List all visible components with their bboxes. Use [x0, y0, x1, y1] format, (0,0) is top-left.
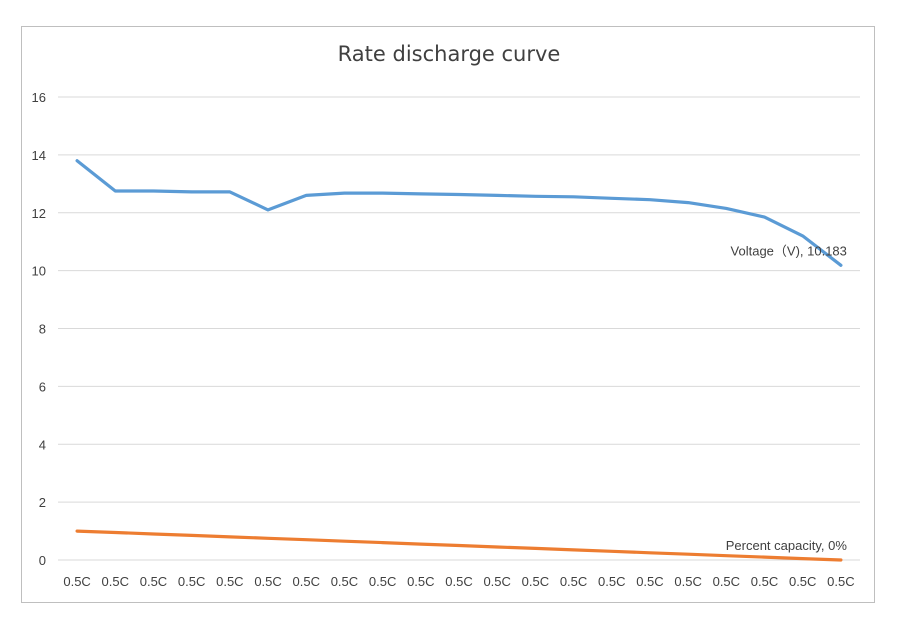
- x-axis-ticks: 0.5C 0.5C 0.5C 0.5C 0.5C 0.5C 0.5C 0.5C 0.5C 0.5C…: [63, 574, 854, 589]
- x-tick-label: 0.5C: [407, 574, 434, 589]
- series-line-percent-capacity: [75, 529, 843, 562]
- series-lines: [75, 159, 843, 562]
- y-tick-label: 4: [39, 437, 46, 452]
- x-tick-label: 0.5C: [560, 574, 587, 589]
- y-tick-label: 2: [39, 495, 46, 510]
- x-tick-label: 0.5C: [751, 574, 778, 589]
- x-tick-label: 0.5C: [674, 574, 701, 589]
- y-axis-ticks: 0 2 4 6 8 10 12 14 16: [32, 90, 46, 568]
- x-tick-label: 0.5C: [598, 574, 625, 589]
- x-tick-label: 0.5C: [63, 574, 90, 589]
- gridlines: [58, 96, 860, 561]
- data-labels: Voltage（V), 10.183 Percent capacity, 0%: [726, 243, 848, 553]
- y-tick-label: 10: [32, 264, 46, 279]
- x-tick-label: 0.5C: [445, 574, 472, 589]
- data-label-percent-capacity: Percent capacity, 0%: [726, 538, 848, 553]
- x-tick-label: 0.5C: [140, 574, 167, 589]
- x-tick-label: 0.5C: [102, 574, 129, 589]
- y-tick-label: 0: [39, 553, 46, 568]
- x-tick-label: 0.5C: [369, 574, 396, 589]
- x-tick-label: 0.5C: [522, 574, 549, 589]
- x-tick-label: 0.5C: [483, 574, 510, 589]
- x-tick-label: 0.5C: [216, 574, 243, 589]
- x-tick-label: 0.5C: [827, 574, 854, 589]
- chart-area: Rate discharge curve 0 2 4 6 8 10 12 14 16 0.5C 0…: [21, 26, 875, 603]
- series-line-voltage: [75, 159, 843, 267]
- x-tick-label: 0.5C: [331, 574, 358, 589]
- x-tick-label: 0.5C: [636, 574, 663, 589]
- y-tick-label: 12: [32, 206, 46, 221]
- x-tick-label: 0.5C: [713, 574, 740, 589]
- x-tick-label: 0.5C: [254, 574, 281, 589]
- chart-title: Rate discharge curve: [338, 42, 561, 66]
- y-tick-label: 16: [32, 90, 46, 105]
- x-tick-label: 0.5C: [293, 574, 320, 589]
- x-tick-label: 0.5C: [789, 574, 816, 589]
- y-tick-label: 14: [32, 148, 46, 163]
- y-tick-label: 8: [39, 322, 46, 337]
- y-tick-label: 6: [39, 379, 46, 394]
- data-label-voltage: Voltage（V), 10.183: [731, 243, 847, 258]
- x-tick-label: 0.5C: [178, 574, 205, 589]
